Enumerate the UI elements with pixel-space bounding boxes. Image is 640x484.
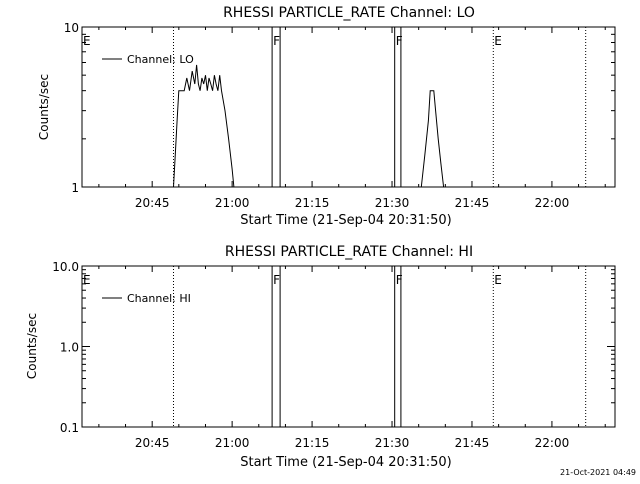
- legend: Channel: HI: [102, 292, 191, 305]
- x-axis-label: Start Time (21-Sep-04 20:31:50): [240, 455, 451, 470]
- x-tick-label: 21:15: [295, 436, 330, 450]
- flag-label: F: [396, 34, 403, 48]
- generated-timestamp: 21-Oct-2021 04:49: [560, 468, 636, 477]
- flag-label: F: [396, 273, 403, 287]
- flag-label: F: [273, 34, 280, 48]
- legend-entry: Channel: LO: [127, 53, 194, 66]
- x-tick-label: 21:00: [215, 196, 250, 210]
- x-tick-label: 22:00: [535, 196, 570, 210]
- flag-label: E: [83, 273, 91, 287]
- x-tick-label: 20:45: [135, 196, 170, 210]
- chart-title: RHESSI PARTICLE_RATE Channel: HI: [225, 244, 473, 260]
- x-tick-label: 21:15: [295, 196, 330, 210]
- chart-panel-hi: RHESSI PARTICLE_RATE Channel: HI E F F E 20…: [25, 244, 616, 470]
- legend-entry: Channel: HI: [127, 292, 191, 305]
- chart-title: RHESSI PARTICLE_RATE Channel: LO: [223, 5, 475, 21]
- series-line-channel-lo: [173, 64, 446, 188]
- x-tick-label: 21:00: [215, 436, 250, 450]
- plot-frame: [81, 265, 616, 428]
- y-tick-label: 1.0: [60, 341, 79, 355]
- flag-label: F: [273, 273, 280, 287]
- x-axis: 20:45 21:00 21:15 21:30 21:45 22:00: [98, 266, 606, 450]
- x-tick-label: 21:30: [375, 196, 410, 210]
- series-layer: [173, 64, 446, 188]
- y-axis-label: Counts/sec: [37, 74, 51, 140]
- flag-label: E: [494, 34, 502, 48]
- y-tick-label: 10.0: [52, 260, 79, 274]
- y-axis: 0.1 1.0 10.0: [52, 260, 615, 435]
- plot-frame: [81, 26, 616, 188]
- x-tick-label: 21:45: [455, 436, 490, 450]
- x-tick-label: 20:45: [135, 436, 170, 450]
- legend: Channel: LO: [102, 53, 194, 66]
- x-axis-label: Start Time (21-Sep-04 20:31:50): [240, 213, 451, 228]
- x-tick-label: 22:00: [535, 436, 570, 450]
- x-tick-label: 21:45: [455, 196, 490, 210]
- flag-label: E: [83, 34, 91, 48]
- y-axis: 1 10: [64, 21, 615, 195]
- x-axis: 20:45 21:00 21:15 21:30 21:45 22:00: [98, 27, 606, 210]
- y-axis-label: Counts/sec: [25, 313, 39, 379]
- y-tick-label: 1: [71, 181, 79, 195]
- chart-panel-lo: RHESSI PARTICLE_RATE Channel: LO E F F E 20…: [37, 5, 616, 228]
- y-tick-label: 10: [64, 21, 79, 35]
- x-tick-label: 21:30: [375, 436, 410, 450]
- y-tick-label: 0.1: [60, 421, 79, 435]
- flag-label: E: [494, 273, 502, 287]
